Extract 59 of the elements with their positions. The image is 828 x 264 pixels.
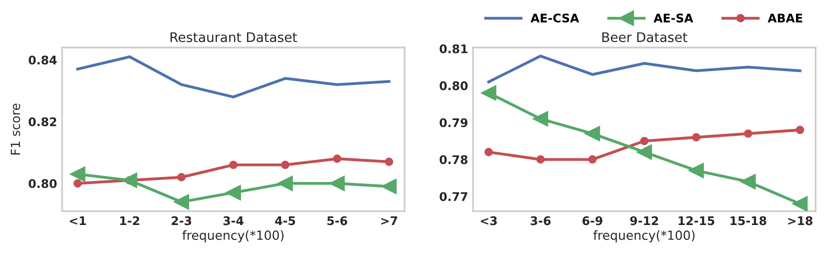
y-tick-label: 0.80 — [28, 179, 57, 188]
legend-label: ABAE — [768, 14, 802, 22]
x-tick-label: >7 — [381, 216, 398, 226]
x-axis-title: frequency(*100) — [593, 230, 695, 242]
point — [332, 154, 342, 163]
line-series — [76, 55, 390, 98]
x-tick-label: 3-4 — [223, 216, 244, 226]
chart-title: Beer Dataset — [602, 32, 688, 42]
chart-title: Restaurant Dataset — [170, 32, 298, 42]
line-series — [487, 54, 802, 84]
x-tick-label: 3-6 — [530, 216, 551, 226]
y-tick-label: 0.79 — [440, 118, 468, 128]
x-tick-label: 4-5 — [275, 216, 296, 226]
point — [640, 136, 648, 146]
point — [532, 111, 548, 126]
y-tick-label: 0.81 — [440, 44, 468, 54]
x-tick-label: <1 — [70, 216, 86, 226]
x-tick-label: 2-3 — [172, 216, 192, 226]
point — [692, 133, 700, 142]
point — [740, 174, 756, 190]
legend-label: AE-CSA — [530, 14, 580, 23]
point — [281, 160, 290, 170]
x-tick-label: 6-9 — [582, 216, 602, 226]
point — [329, 176, 345, 192]
x-tick-label: 9-12 — [630, 216, 658, 226]
x-tick-label: 15-18 — [730, 216, 766, 226]
y-tick-label: 0.82 — [28, 117, 56, 126]
point — [744, 129, 752, 138]
point — [174, 194, 190, 210]
point — [381, 178, 397, 194]
point — [484, 148, 493, 156]
point — [177, 173, 186, 182]
x-tick-label: 12-15 — [678, 216, 714, 226]
point — [588, 155, 597, 164]
y-tick-label: 0.80 — [440, 81, 468, 90]
x-tick-label: 1-2 — [120, 216, 140, 226]
point — [481, 85, 496, 101]
y-axis-title: F1 score — [10, 104, 20, 154]
point — [70, 166, 86, 182]
point — [278, 176, 293, 192]
x-tick-label: >18 — [788, 216, 812, 226]
point — [796, 126, 804, 134]
point — [74, 179, 82, 188]
point — [688, 162, 704, 178]
y-tick-label: 0.84 — [28, 56, 57, 65]
point — [229, 160, 238, 170]
x-tick-label: 5-6 — [327, 216, 348, 226]
point — [636, 144, 652, 160]
x-tick-label: <3 — [480, 216, 497, 226]
point — [584, 126, 600, 142]
point — [122, 172, 138, 188]
legend-label: AE-SA — [654, 14, 694, 23]
x-axis-title: frequency(*100) — [182, 230, 284, 242]
point — [792, 196, 808, 212]
point — [384, 158, 394, 166]
point — [226, 185, 241, 200]
y-tick-label: 0.78 — [440, 155, 468, 164]
point — [536, 155, 545, 164]
y-tick-label: 0.77 — [440, 192, 468, 202]
